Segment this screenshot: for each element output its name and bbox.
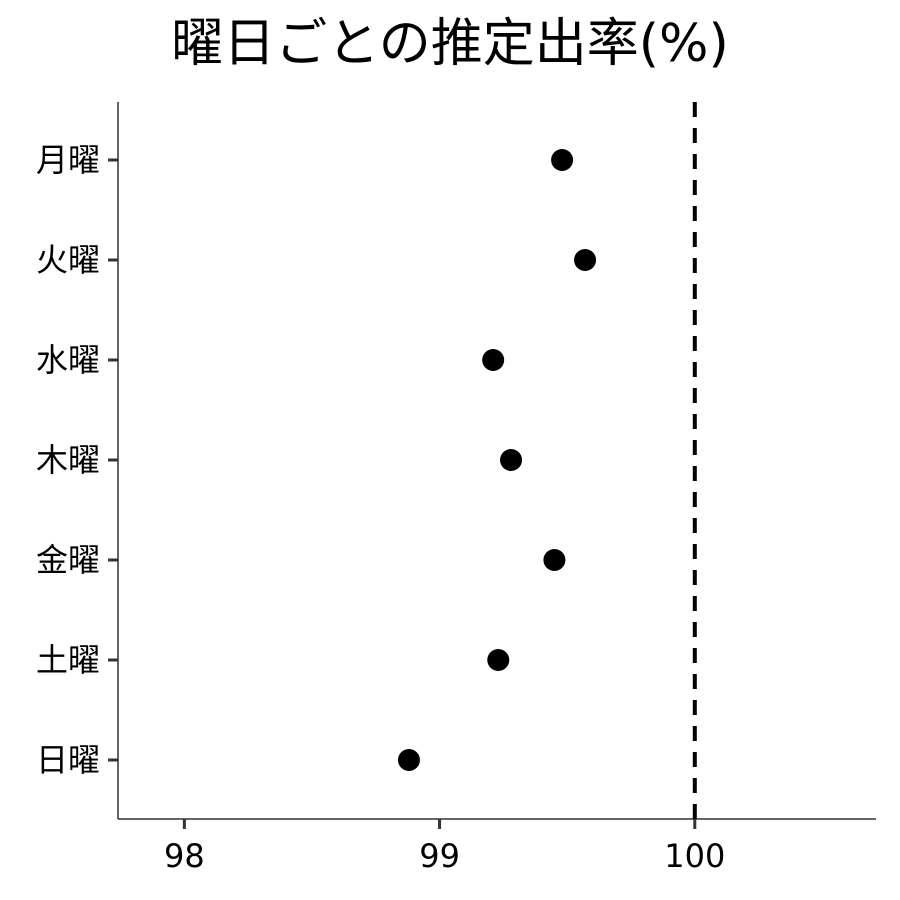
data-point: [500, 449, 523, 471]
y-tick-label: 水曜: [36, 341, 100, 379]
x-tick-label: 98: [164, 837, 205, 875]
y-tick-label: 火曜: [36, 241, 100, 279]
axes: [108, 102, 876, 829]
data-point: [574, 249, 597, 271]
data-point: [397, 749, 420, 771]
y-tick-label: 日曜: [36, 741, 100, 779]
y-tick-label: 土曜: [36, 641, 100, 679]
data-points: [397, 149, 597, 771]
x-tick-labels: 98 99 100: [164, 837, 725, 875]
x-tick-label: 100: [664, 837, 725, 875]
chart-title: 曜日ごとの推定出率(%): [171, 14, 729, 74]
y-tick-label: 木曜: [36, 441, 100, 479]
x-tick-label: 99: [419, 837, 460, 875]
y-tick-label: 金曜: [36, 541, 100, 579]
data-point: [551, 149, 574, 171]
data-point: [543, 549, 566, 571]
data-point: [487, 649, 510, 671]
data-point: [482, 349, 505, 371]
y-tick-label: 月曜: [36, 141, 100, 179]
